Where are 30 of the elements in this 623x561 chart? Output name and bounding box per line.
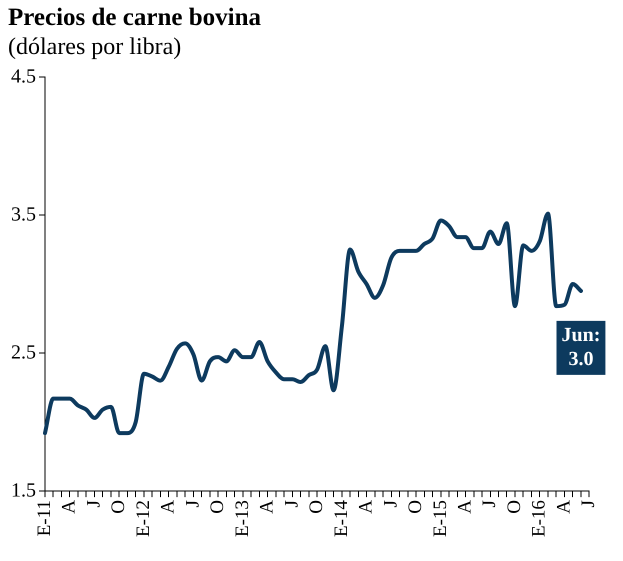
- x-tick-label: O: [306, 500, 328, 514]
- x-tick-label: A: [553, 500, 574, 514]
- chart-title: Precios de carne bovina: [8, 4, 262, 32]
- x-tick-label: J: [380, 500, 402, 508]
- x-tick-label: E-12: [132, 500, 154, 538]
- annotation: Jun: 3.0: [562, 324, 600, 370]
- x-tick-label: J: [578, 500, 600, 508]
- x-tick-label: A: [58, 500, 80, 514]
- x-tick-label: A: [158, 500, 179, 514]
- y-tick-label: 4.5: [11, 65, 36, 88]
- x-tick-label: J: [281, 500, 302, 508]
- x-tick-label: O: [207, 500, 228, 514]
- x-tick-label: E-16: [528, 500, 550, 538]
- x-tick-label: J: [83, 500, 104, 508]
- x-tick-label: O: [405, 500, 426, 514]
- x-tick-label: J: [479, 500, 500, 508]
- x-tick-label: E-15: [430, 500, 451, 538]
- x-tick-label: O: [504, 500, 525, 514]
- x-tick-label: O: [108, 500, 130, 514]
- x-tick-label: E-13: [232, 500, 253, 538]
- x-tick-label: A: [454, 500, 476, 514]
- y-tick-label: 3.5: [11, 203, 36, 226]
- y-tick-label: 1.5: [11, 479, 36, 502]
- chart-subtitle: (dólares por libra): [8, 33, 182, 62]
- x-tick-label: A: [256, 500, 278, 514]
- x-tick-label: A: [356, 500, 377, 514]
- x-tick-label: J: [182, 500, 204, 508]
- x-tick-label: E-11: [34, 500, 55, 536]
- y-tick-label: 2.5: [11, 341, 36, 364]
- x-tick-label: E-14: [330, 500, 352, 538]
